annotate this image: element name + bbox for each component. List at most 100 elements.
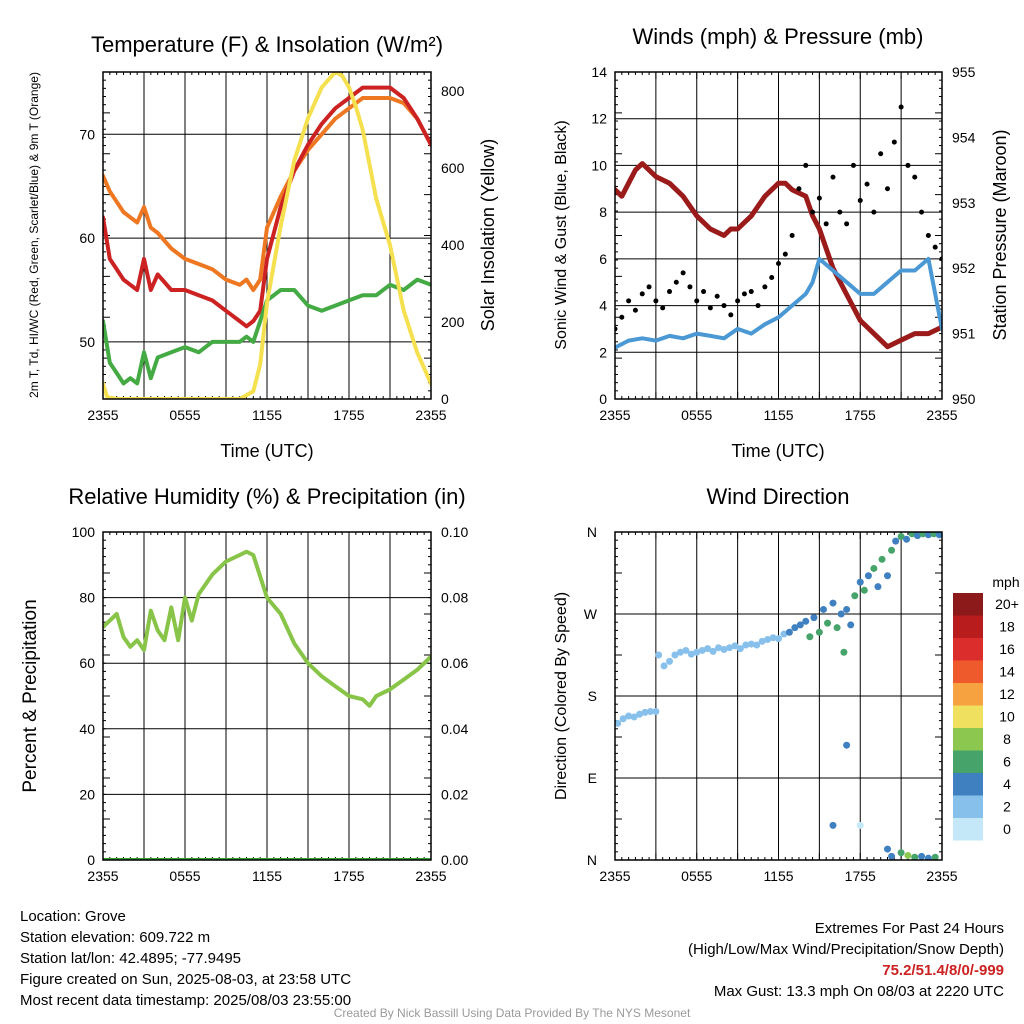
colorbar-level: 8 <box>1003 731 1011 747</box>
x-tick-label: 0555 <box>681 868 712 884</box>
y-tick-label: S <box>588 688 597 704</box>
y-left-tick-label: 50 <box>79 334 95 350</box>
direction-point <box>764 636 772 644</box>
chart-winds: 2355 0555 1155 1755 235502468101214950951952… <box>553 24 1010 461</box>
direction-point <box>913 532 921 540</box>
gust-point <box>701 289 707 295</box>
colorbar-level: 16 <box>999 641 1015 657</box>
station-info: Location: Grove Station elevation: 609.7… <box>20 906 351 1011</box>
plot-frame <box>614 531 943 861</box>
credit-line: Created By Nick Bassill Using Data Provi… <box>333 1006 691 1020</box>
direction-point <box>791 624 799 632</box>
series-line-0 <box>103 549 431 708</box>
direction-point <box>824 619 832 627</box>
direction-point <box>843 605 851 613</box>
y-right-tick-label: 952 <box>952 260 976 276</box>
direction-point <box>829 599 837 607</box>
direction-point <box>864 572 872 580</box>
direction-point <box>615 719 622 727</box>
series-line-2 <box>103 277 431 386</box>
direction-point <box>897 849 905 857</box>
plot-area-temperature <box>103 72 431 399</box>
y-left-tick-label: 0 <box>87 852 95 868</box>
gust-point <box>789 233 795 238</box>
direction-point <box>720 646 728 654</box>
direction-point <box>646 707 654 715</box>
x-tick-label: 2355 <box>926 868 957 884</box>
series-line-3 <box>103 72 431 399</box>
colorbar-swatch <box>953 705 983 728</box>
gust-point <box>878 151 884 157</box>
x-axis-label: Time (UTC) <box>220 441 313 461</box>
y-tick-label: W <box>584 606 598 622</box>
direction-point <box>736 645 744 653</box>
direction-point <box>897 533 905 541</box>
y-left-tick-label: 70 <box>79 126 95 142</box>
direction-point <box>884 845 891 853</box>
direction-point <box>731 642 739 650</box>
chart-title: Relative Humidity (%) & Precipitation (i… <box>68 484 465 509</box>
gust-point <box>653 298 659 304</box>
extremes-legend: (High/Low/Max Wind/Precipitation/Snow De… <box>688 941 1004 958</box>
gust-point <box>823 221 829 227</box>
gust-point <box>837 209 843 215</box>
chart-humidity: 2355 0555 1155 1755 23550204060801000.000.02… <box>20 484 468 884</box>
gust-point <box>898 104 904 110</box>
plot-area-winds <box>615 104 942 350</box>
direction-point <box>892 537 900 545</box>
direction-point <box>819 605 827 613</box>
y-left-tick-label: 20 <box>79 786 95 802</box>
direction-point <box>908 532 916 538</box>
direction-point <box>856 578 864 586</box>
y-left-tick-label: 40 <box>79 721 95 737</box>
y-left-tick-label: 4 <box>599 298 607 314</box>
gust-point <box>912 174 918 180</box>
gust-point <box>762 284 768 290</box>
gust-point <box>680 270 686 276</box>
extremes-values: 75.2/51.4/8/0/-999 <box>882 962 1004 979</box>
y-axis-label: Direction (Colored By Speed) <box>553 592 570 800</box>
plot-frame <box>102 71 432 400</box>
x-tick-label: 2355 <box>87 407 118 423</box>
y-left-tick-label: 10 <box>591 157 607 173</box>
colorbar-swatch <box>953 795 983 818</box>
gust-point <box>782 251 788 257</box>
direction-point <box>935 532 942 539</box>
direction-point <box>840 648 848 656</box>
station-elevation: Station elevation: 609.722 m <box>20 929 211 946</box>
gust-point <box>810 209 816 215</box>
x-tick-label: 0555 <box>169 407 200 423</box>
gust-point <box>919 209 925 215</box>
figure-created: Figure created on Sun, 2025-08-03, at 23… <box>20 971 352 988</box>
x-axis-label: Time (UTC) <box>731 441 824 461</box>
x-tick-label: 1755 <box>845 868 876 884</box>
direction-point <box>641 708 649 716</box>
direction-point <box>833 624 841 632</box>
chart-title: Temperature (F) & Insolation (W/m²) <box>91 32 443 57</box>
y-axis-label: Sonic Wind & Gust (Blue, Black) <box>553 120 570 349</box>
direction-point <box>918 852 926 860</box>
gust-point <box>871 209 877 215</box>
y-tick-label: N <box>587 524 597 540</box>
colorbar-level: 14 <box>999 664 1015 680</box>
direction-point <box>919 532 927 538</box>
gust-point <box>891 139 897 145</box>
direction-point <box>810 614 818 622</box>
series-line-0 <box>103 96 431 292</box>
direction-point <box>903 535 911 543</box>
y-left-tick-label: 8 <box>599 204 607 220</box>
colorbar-level: 18 <box>999 619 1015 635</box>
direction-point <box>693 648 701 656</box>
direction-point <box>753 641 761 649</box>
x-tick-label: 2355 <box>415 407 446 423</box>
x-tick-label: 1155 <box>252 407 282 423</box>
direction-point <box>709 647 717 655</box>
direction-point <box>780 630 788 638</box>
gust-point <box>667 289 672 295</box>
direction-point <box>843 741 851 749</box>
gust-point <box>769 275 775 281</box>
gust-point <box>646 284 652 290</box>
y-right-tick-label: 800 <box>441 83 465 99</box>
plot-area-humidity <box>103 549 431 860</box>
